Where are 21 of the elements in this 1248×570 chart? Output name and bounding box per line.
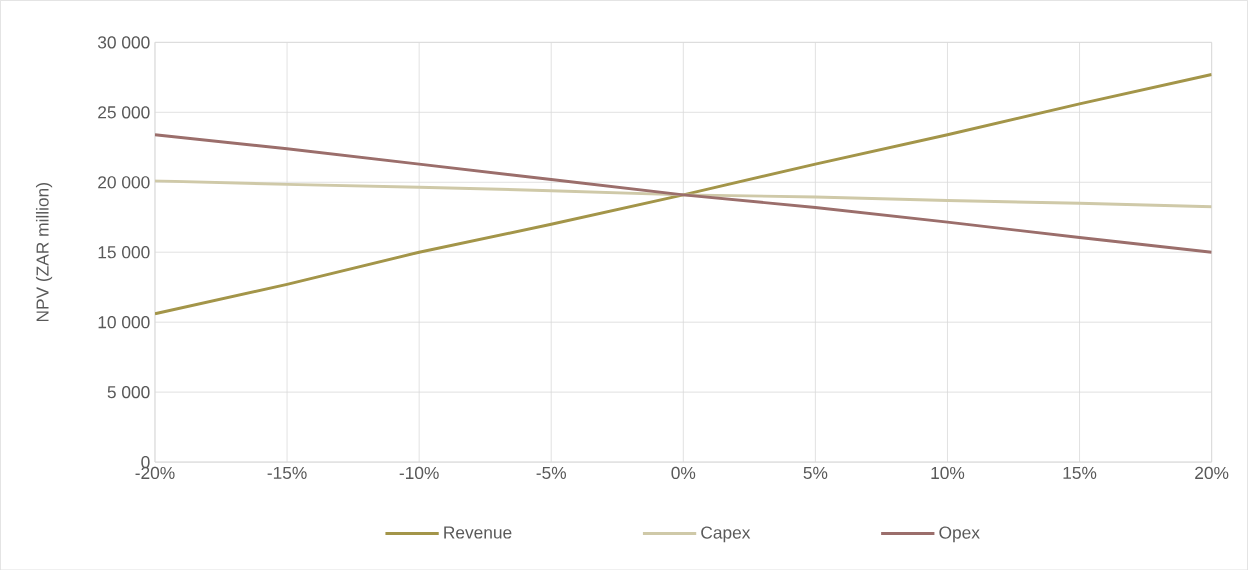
y-tick-label: 15 000 [98,245,150,259]
y-axis-title: NPV (ZAR million) [35,182,53,321]
x-tick-label: -10% [399,466,439,479]
x-tick-label: 5% [803,466,828,479]
y-tick-label: 5 000 [107,385,150,399]
legend-label: Revenue [444,526,512,539]
y-tick-label: 10 000 [98,315,150,329]
x-tick-label: -15% [267,466,307,479]
line-series [154,179,1212,209]
line-series [154,133,1212,254]
y-tick-label: 25 000 [98,105,150,119]
legend-label: Opex [939,526,980,542]
x-tick-label: 0% [671,466,696,479]
x-tick-label: 20% [1195,466,1229,479]
line-series [154,72,1212,316]
x-tick-label: 10% [931,466,965,479]
x-tick-label: 15% [1063,466,1097,479]
x-tick-label: -5% [536,466,567,479]
y-tick-label: 30 000 [97,36,150,49]
legend-label: Capex [701,526,751,542]
y-tick-label: 20 000 [98,175,150,189]
